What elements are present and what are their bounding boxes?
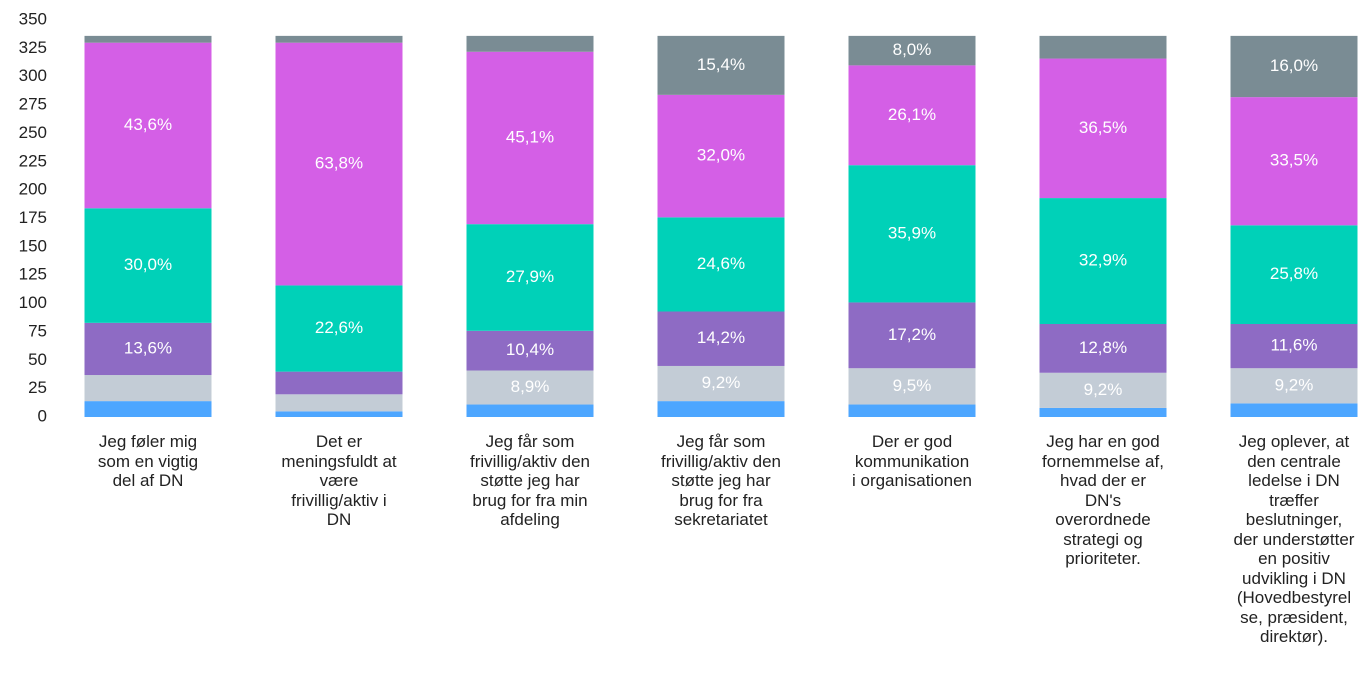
data-label: 32,9% (1079, 251, 1127, 270)
data-label: 22,6% (315, 318, 363, 337)
bar-segment (466, 370, 594, 405)
data-label: 26,1% (888, 105, 936, 124)
bar-segment (657, 401, 785, 417)
x-tick-label: Jeg får som frivillig/aktiv den støtte j… (661, 432, 781, 529)
data-label: 43,6% (124, 115, 172, 134)
data-label: 27,9% (506, 267, 554, 286)
x-tick-label: Det er meningsfuldt at være frivillig/ak… (281, 432, 397, 529)
y-tick-label: 325 (19, 38, 47, 57)
bar-segment (848, 165, 976, 303)
data-label: 8,9% (511, 377, 550, 396)
data-label: 35,9% (888, 223, 936, 242)
y-tick-label: 175 (19, 208, 47, 227)
data-label: 36,5% (1079, 118, 1127, 137)
bar-segment (1039, 35, 1167, 59)
bar-segment (84, 35, 212, 43)
y-tick-label: 350 (19, 9, 47, 28)
x-tick-label: Jeg får som frivillig/aktiv den støtte j… (470, 432, 590, 529)
bar-segment (848, 302, 976, 369)
bar-segment (275, 394, 403, 412)
bar-segment (275, 35, 403, 43)
y-tick-label: 300 (19, 66, 47, 85)
bar-segment (84, 401, 212, 417)
bar-segment (657, 311, 785, 366)
data-label: 15,4% (697, 55, 745, 74)
bar-segment (275, 411, 403, 417)
bar-segment (657, 94, 785, 218)
y-tick-label: 250 (19, 123, 47, 142)
bar-segment (466, 51, 594, 225)
bar-segment (466, 224, 594, 331)
bar-segment (1039, 58, 1167, 199)
y-tick-label: 100 (19, 293, 47, 312)
bar-segment (275, 371, 403, 395)
data-label: 33,5% (1270, 151, 1318, 170)
x-tick-label: Jeg oplever, at den centrale ledelse i D… (1233, 432, 1355, 646)
bar-segment (84, 375, 212, 402)
bar-segment (657, 35, 785, 95)
bar-segment (848, 65, 976, 166)
data-label: 32,0% (697, 146, 745, 165)
x-tick-label: Jeg har en god fornemmelse af, hvad der … (1042, 432, 1164, 568)
data-label: 24,6% (697, 254, 745, 273)
bar-segment (466, 330, 594, 371)
data-label: 9,2% (1275, 375, 1314, 394)
bar-segment (1230, 97, 1358, 226)
bar-segment (848, 35, 976, 66)
y-tick-label: 200 (19, 180, 47, 199)
y-tick-label: 25 (28, 378, 47, 397)
bar-segment (1230, 225, 1358, 324)
data-label: 17,2% (888, 325, 936, 344)
data-label: 13,6% (124, 338, 172, 357)
y-tick-label: 50 (28, 350, 47, 369)
bar-segment (466, 404, 594, 417)
data-label: 11,6% (1271, 336, 1318, 355)
bar-segment (1230, 403, 1358, 417)
y-tick-label: 125 (19, 265, 47, 284)
bar-segment (84, 322, 212, 376)
bar-segment (1039, 198, 1167, 324)
y-tick-label: 150 (19, 236, 47, 255)
data-label: 14,2% (697, 328, 745, 347)
data-label: 9,5% (893, 376, 932, 395)
data-label: 45,1% (506, 127, 554, 146)
bar-segment (1039, 323, 1167, 373)
bar-segment (1230, 368, 1358, 404)
data-label: 8,0% (893, 40, 932, 59)
bar-segment (466, 35, 594, 52)
bar-segment (1039, 407, 1167, 417)
bar-segment (848, 404, 976, 417)
bar-segment (1230, 35, 1358, 98)
bar-segment (84, 208, 212, 323)
y-tick-label: 75 (28, 321, 47, 340)
y-tick-label: 275 (19, 95, 47, 114)
data-label: 25,8% (1270, 264, 1318, 283)
data-label: 16,0% (1270, 56, 1318, 75)
bar-segment (1039, 372, 1167, 408)
y-tick-label: 0 (38, 406, 47, 425)
bar-segment (84, 42, 212, 209)
y-tick-label: 225 (19, 151, 47, 170)
x-tick-label: Jeg føler mig som en vigtig del af DN (97, 432, 199, 490)
bar-segment (275, 285, 403, 372)
bar-segment (657, 217, 785, 312)
bar-segment (848, 368, 976, 405)
data-label: 9,2% (1084, 380, 1123, 399)
data-label: 30,0% (124, 255, 172, 274)
bar-segment (657, 365, 785, 402)
data-label: 10,4% (506, 340, 554, 359)
bar-segment (1230, 323, 1358, 369)
data-label: 9,2% (702, 373, 741, 392)
bar-segment (275, 42, 403, 286)
data-label: 63,8% (315, 154, 363, 173)
data-label: 12,8% (1079, 338, 1127, 357)
x-tick-label: Der er god kommunikation i organisatione… (851, 432, 973, 490)
